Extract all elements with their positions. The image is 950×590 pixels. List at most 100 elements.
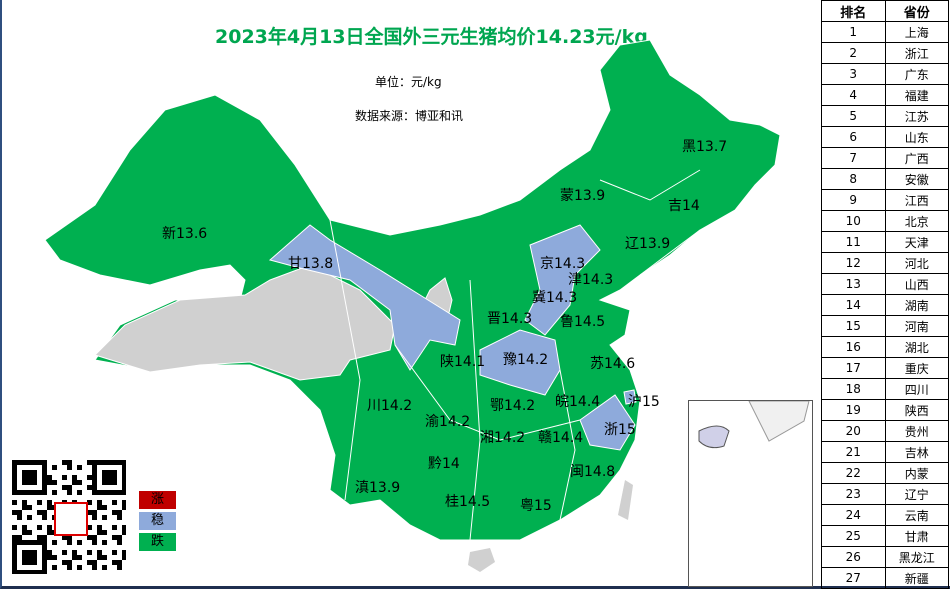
province-zhejiang bbox=[579, 394, 636, 451]
province-cell: 河南 bbox=[884, 315, 949, 337]
province-label: 黑13.7 bbox=[682, 139, 727, 155]
region-no-data-hainan bbox=[468, 548, 495, 572]
rank-cell: 1 bbox=[821, 21, 886, 43]
south-china-sea-inset bbox=[688, 400, 813, 587]
rank-cell: 18 bbox=[821, 378, 886, 400]
province-cell: 河北 bbox=[884, 252, 949, 274]
table-row: 25 甘肃 bbox=[821, 525, 949, 547]
province-cell: 福建 bbox=[884, 84, 949, 106]
province-cell: 甘肃 bbox=[884, 525, 949, 547]
table-row: 15 河南 bbox=[821, 315, 949, 337]
rank-cell: 6 bbox=[821, 126, 886, 148]
rank-cell: 8 bbox=[821, 168, 886, 190]
province-label: 浙15 bbox=[604, 422, 636, 438]
province-cell: 辽宁 bbox=[884, 483, 949, 505]
province-henan bbox=[479, 329, 561, 396]
table-row: 27 新疆 bbox=[821, 567, 949, 589]
province-label: 冀14.3 bbox=[532, 290, 577, 306]
province-cell: 北京 bbox=[884, 210, 949, 232]
table-row: 16 湖北 bbox=[821, 336, 949, 358]
province-cell: 四川 bbox=[884, 378, 949, 400]
table-row: 26 黑龙江 bbox=[821, 546, 949, 568]
table-row: 10 北京 bbox=[821, 210, 949, 232]
table-row: 21 吉林 bbox=[821, 441, 949, 463]
province-borders bbox=[329, 169, 701, 541]
table-row: 1 上海 bbox=[821, 21, 949, 43]
rank-cell: 25 bbox=[821, 525, 886, 547]
ranking-table: 排名 省份 1 上海 2 浙江 3 广东 4 福建 5 江苏 6 山东 7 广西 8 安徽 9 江西 10 北京 11 天津… bbox=[821, 0, 949, 589]
rank-cell: 4 bbox=[821, 84, 886, 106]
region-no-data-tibet-qinghai bbox=[94, 264, 396, 381]
table-row: 9 江西 bbox=[821, 189, 949, 211]
table-row: 14 湖南 bbox=[821, 294, 949, 316]
map-title: 2023年4月13日全国外三元生猪均价14.23元/kg bbox=[215, 26, 648, 48]
province-cell: 吉林 bbox=[884, 441, 949, 463]
province-cell: 浙江 bbox=[884, 42, 949, 64]
table-row: 11 天津 bbox=[821, 231, 949, 253]
table-row: 4 福建 bbox=[821, 84, 949, 106]
table-row: 13 山西 bbox=[821, 273, 949, 295]
legend-stable: 稳 bbox=[139, 512, 176, 530]
legend-fall: 跌 bbox=[139, 533, 176, 551]
rank-cell: 27 bbox=[821, 567, 886, 589]
province-label: 渝14.2 bbox=[425, 414, 470, 430]
province-label: 桂14.5 bbox=[445, 494, 490, 510]
table-row: 5 江苏 bbox=[821, 105, 949, 127]
rank-cell: 21 bbox=[821, 441, 886, 463]
province-cell: 江苏 bbox=[884, 105, 949, 127]
province-beijing-tianjin-hebei bbox=[524, 224, 601, 336]
province-label: 湘14.2 bbox=[480, 430, 525, 446]
province-cell: 新疆 bbox=[884, 567, 949, 589]
province-cell: 内蒙 bbox=[884, 462, 949, 484]
province-label: 鲁14.5 bbox=[560, 314, 605, 330]
province-label: 京14.3 bbox=[540, 256, 585, 272]
province-label: 沪15 bbox=[628, 394, 660, 410]
province-label: 豫14.2 bbox=[503, 352, 548, 368]
rank-cell: 23 bbox=[821, 483, 886, 505]
rank-cell: 17 bbox=[821, 357, 886, 379]
table-row: 17 重庆 bbox=[821, 357, 949, 379]
qr-code[interactable] bbox=[12, 460, 127, 575]
province-label: 陕14.1 bbox=[440, 354, 485, 370]
table-row: 8 安徽 bbox=[821, 168, 949, 190]
rank-cell: 22 bbox=[821, 462, 886, 484]
province-gansu bbox=[268, 224, 461, 371]
province-label: 粤15 bbox=[520, 498, 552, 514]
province-cell: 湖南 bbox=[884, 294, 949, 316]
province-label: 苏14.6 bbox=[590, 356, 635, 372]
province-cell: 陕西 bbox=[884, 399, 949, 421]
province-cell: 广西 bbox=[884, 147, 949, 169]
legend-rise: 涨 bbox=[139, 491, 176, 509]
province-cell: 山西 bbox=[884, 273, 949, 295]
rank-cell: 20 bbox=[821, 420, 886, 442]
boya-logo-seal bbox=[54, 502, 88, 536]
rank-cell: 14 bbox=[821, 294, 886, 316]
table-row: 3 广东 bbox=[821, 63, 949, 85]
province-cell: 云南 bbox=[884, 504, 949, 526]
rank-cell: 19 bbox=[821, 399, 886, 421]
table-row: 12 河北 bbox=[821, 252, 949, 274]
region-no-data-taiwan bbox=[618, 480, 633, 520]
rank-cell: 13 bbox=[821, 273, 886, 295]
table-row: 6 山东 bbox=[821, 126, 949, 148]
table-row: 23 辽宁 bbox=[821, 483, 949, 505]
province-cell: 上海 bbox=[884, 21, 949, 43]
province-label: 闽14.8 bbox=[570, 464, 615, 480]
unit-label: 单位：元/kg bbox=[375, 75, 442, 89]
rank-cell: 12 bbox=[821, 252, 886, 274]
rank-cell: 11 bbox=[821, 231, 886, 253]
province-shanghai bbox=[623, 389, 637, 405]
province-cell: 重庆 bbox=[884, 357, 949, 379]
header-rank: 排名 bbox=[821, 0, 886, 22]
province-label: 新13.6 bbox=[162, 226, 207, 242]
province-label: 川14.2 bbox=[367, 398, 412, 414]
table-row: 18 四川 bbox=[821, 378, 949, 400]
rank-cell: 24 bbox=[821, 504, 886, 526]
rank-cell: 16 bbox=[821, 336, 886, 358]
province-label: 黔14 bbox=[428, 456, 460, 472]
rank-cell: 10 bbox=[821, 210, 886, 232]
rank-cell: 3 bbox=[821, 63, 886, 85]
source-label: 数据来源：博亚和讯 bbox=[355, 109, 464, 123]
